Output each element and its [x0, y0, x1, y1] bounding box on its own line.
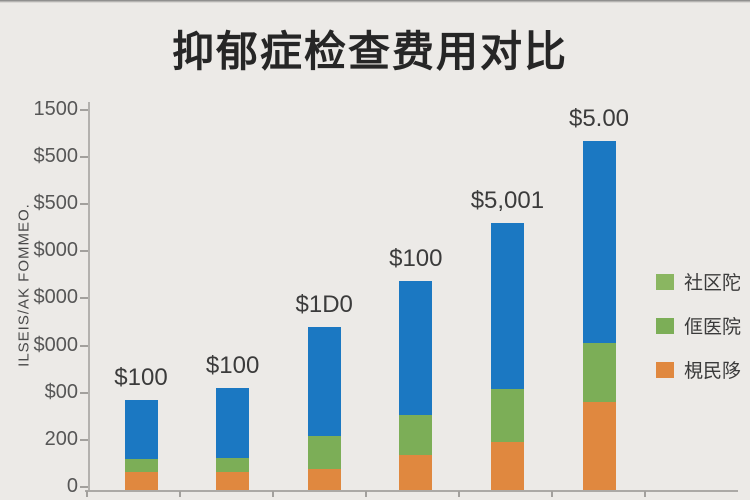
bar-value-label: $5.00	[568, 105, 630, 132]
chart-title: 抑郁症检查费用对比	[171, 28, 568, 75]
legend-item-label: 㑌医院	[684, 317, 742, 338]
bar-segment	[216, 458, 250, 472]
x-axis-line	[85, 490, 738, 492]
bar-group	[216, 388, 250, 490]
y-tick-label: 200	[44, 427, 78, 450]
legend-item: 㑌医院	[656, 312, 741, 339]
bar-segment	[490, 442, 524, 490]
y-tick-mark	[80, 485, 88, 488]
bar-segment	[216, 388, 250, 458]
bar-group	[582, 141, 616, 490]
bar-segment	[490, 389, 524, 442]
legend-item-label: 社区陀	[684, 273, 742, 294]
bar-segment	[124, 472, 158, 490]
legend-item: 梘民陊	[656, 356, 741, 383]
x-tick-mark	[179, 491, 181, 497]
y-tick-label: $500	[33, 145, 79, 168]
y-tick-label: $00	[44, 380, 78, 403]
y-tick-mark	[80, 203, 88, 206]
bar-group	[399, 281, 433, 490]
x-tick-mark	[458, 491, 460, 497]
bar-value-label: $1D0	[295, 291, 353, 318]
bar-segment	[307, 469, 341, 490]
bar-segment	[307, 327, 341, 436]
legend-swatch	[656, 317, 674, 334]
legend: 社区陀 㑌医院 梘民陊	[656, 0, 750, 500]
y-tick-label: 1500	[33, 98, 79, 120]
bar-group	[307, 327, 341, 490]
y-tick-mark	[80, 438, 88, 441]
bar-segment	[124, 459, 158, 472]
y-tick-label: $000	[33, 239, 79, 262]
y-tick-mark	[80, 391, 88, 394]
bar-segment	[399, 281, 433, 415]
y-tick-label: $500	[33, 192, 79, 215]
bar-segment	[582, 343, 616, 402]
y-tick-mark	[80, 297, 88, 300]
y-tick-label: $000	[33, 333, 79, 356]
legend-swatch	[656, 273, 674, 290]
bar-segment	[490, 223, 524, 389]
y-tick-mark	[80, 250, 88, 253]
y-tick-mark	[80, 109, 88, 111]
legend-swatch	[656, 361, 674, 378]
y-tick-label: 0	[66, 474, 78, 497]
legend-item-label: 梘民陊	[684, 361, 742, 382]
x-tick-mark	[86, 491, 88, 497]
bar-value-label: $100	[205, 352, 260, 379]
bar-segment	[216, 472, 250, 490]
x-tick-mark	[365, 491, 367, 497]
bar-segment	[307, 436, 341, 469]
bar-segment	[399, 455, 433, 490]
bar-segment	[582, 141, 616, 343]
y-axis-line	[88, 102, 90, 492]
bar-group	[124, 400, 158, 490]
bar-value-label: $100	[389, 245, 443, 272]
y-tick-label: $000	[33, 286, 79, 309]
bar-value-label: $100	[114, 364, 168, 391]
bar-value-label: $5,001	[470, 187, 545, 214]
bar-segment	[399, 415, 433, 455]
bar-segment	[582, 402, 616, 490]
x-tick-mark	[551, 491, 553, 497]
legend-item: 社区陀	[656, 268, 741, 295]
bar-group	[490, 223, 524, 490]
x-tick-mark	[272, 491, 274, 497]
y-tick-mark	[80, 156, 88, 159]
x-tick-mark	[644, 491, 646, 497]
y-tick-mark	[80, 344, 88, 347]
bar-segment	[124, 400, 158, 459]
